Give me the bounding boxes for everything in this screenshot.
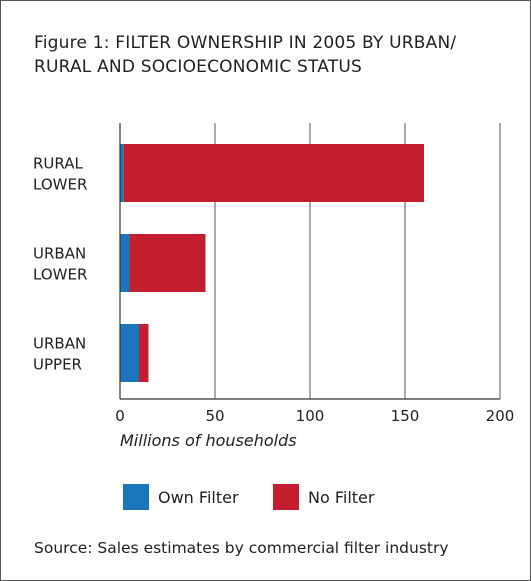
x-tick-label: 200 — [486, 407, 515, 425]
category-label: RURAL — [33, 155, 83, 173]
category-label: LOWER — [33, 176, 87, 194]
bar-own-filter — [120, 234, 130, 292]
x-tick-label: 50 — [205, 407, 224, 425]
legend-label: Own Filter — [158, 488, 239, 507]
x-tick-label: 150 — [391, 407, 420, 425]
bar-own-filter — [120, 324, 139, 382]
category-label: LOWER — [33, 266, 87, 284]
bar-no-filter — [130, 234, 206, 292]
source-note: Source: Sales estimates by commercial fi… — [34, 539, 449, 557]
legend-swatch — [123, 484, 149, 510]
category-label: URBAN — [33, 335, 86, 353]
legend-swatch — [273, 484, 299, 510]
category-label: UPPER — [33, 356, 82, 374]
category-label: URBAN — [33, 245, 86, 263]
x-tick-label: 100 — [296, 407, 325, 425]
legend-label: No Filter — [308, 488, 375, 507]
bar-no-filter — [139, 324, 149, 382]
x-axis-label: Millions of households — [120, 431, 297, 450]
bar-no-filter — [124, 144, 424, 202]
x-tick-label: 0 — [115, 407, 125, 425]
